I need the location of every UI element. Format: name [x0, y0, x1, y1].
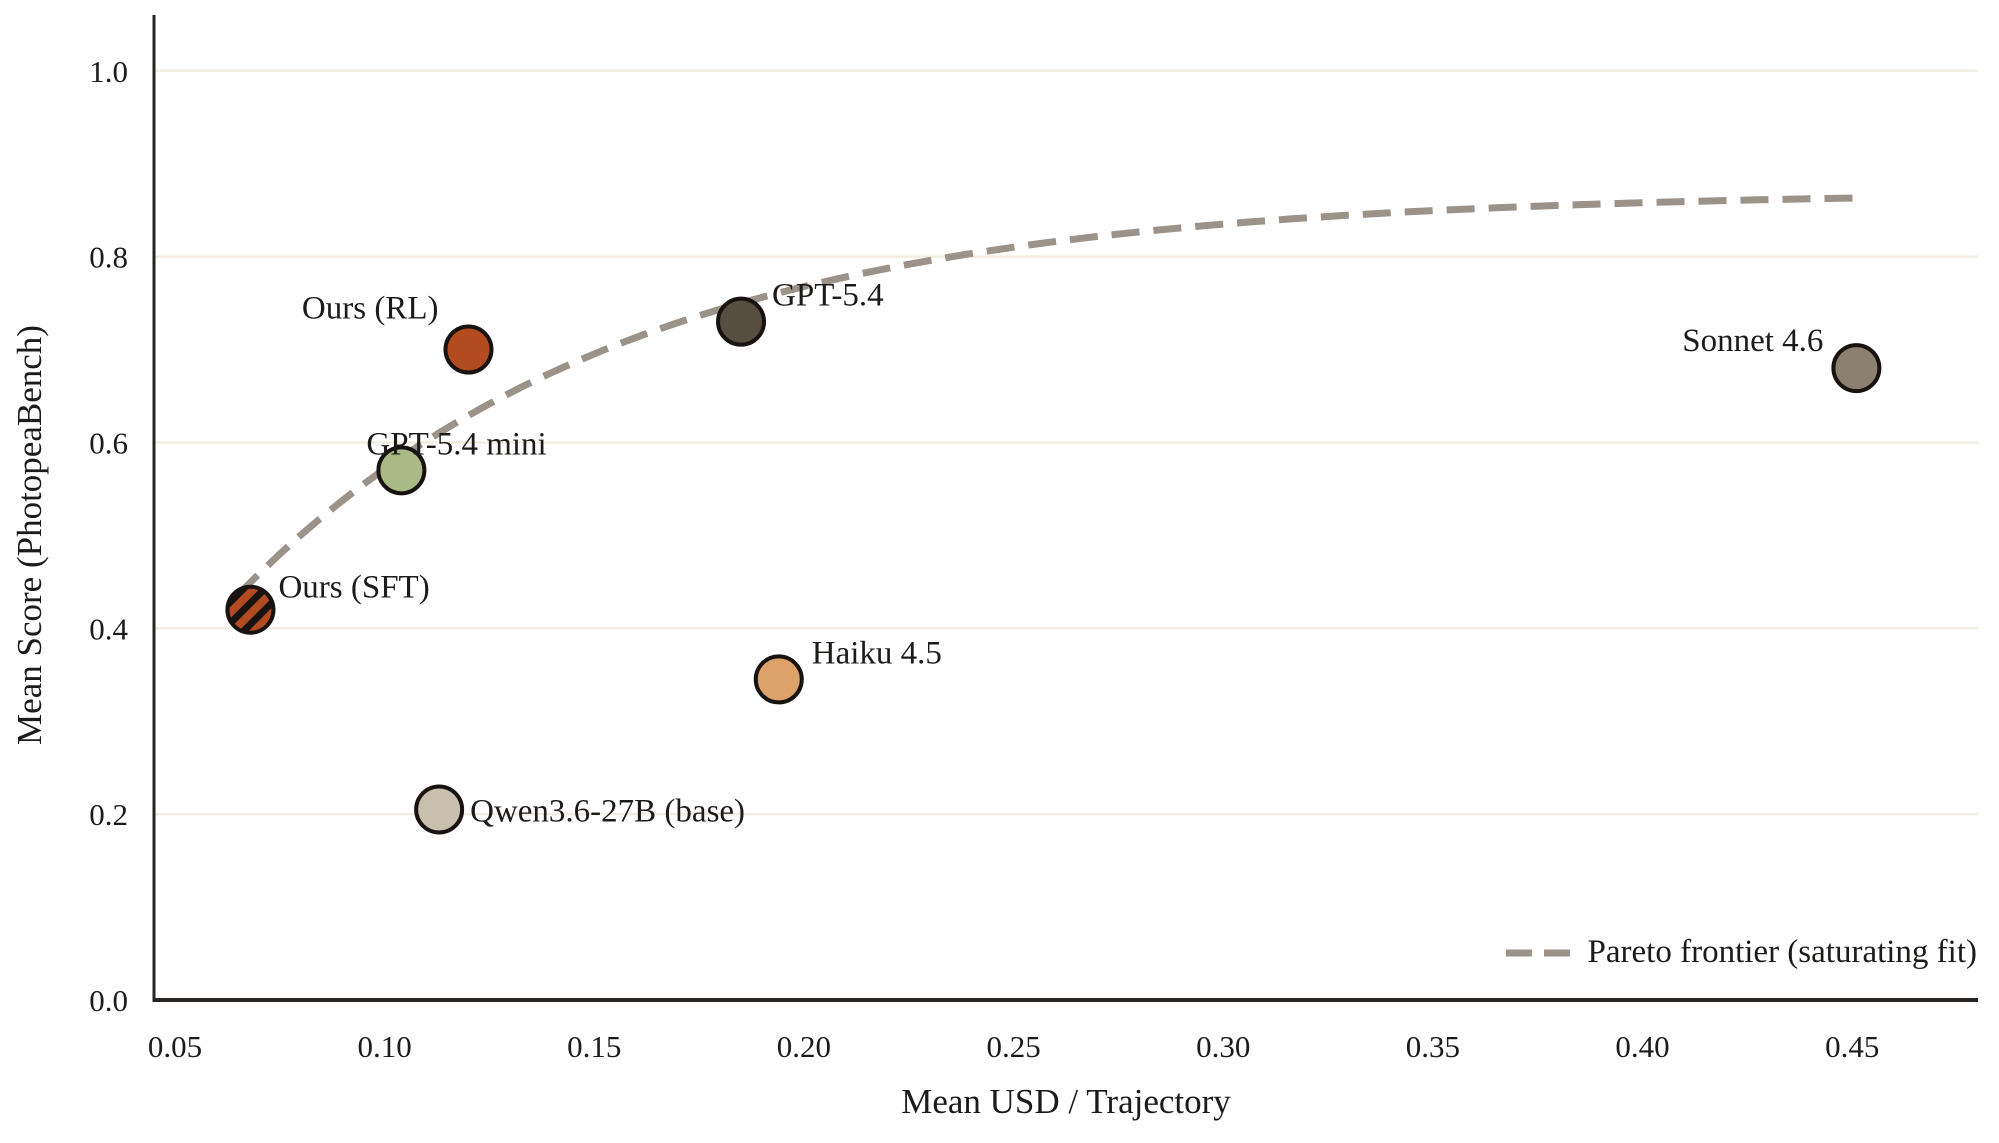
data-point-ours-sft: [225, 584, 276, 635]
y-tick-label-0.4: 0.4: [89, 611, 128, 646]
point-label-sonnet-4.6: Sonnet 4.6: [1682, 323, 1823, 359]
data-point-gpt-5.4: [716, 296, 767, 347]
legend-label: Pareto frontier (saturating fit): [1587, 934, 1977, 970]
x-axis-label: Mean USD / Trajectory: [901, 1082, 1231, 1121]
x-tick-label-0.35: 0.35: [1406, 1029, 1460, 1064]
point-label-haiku-4.5: Haiku 4.5: [812, 635, 942, 671]
data-point-sonnet-4.6: [1831, 343, 1882, 394]
x-tick-label-0.45: 0.45: [1825, 1029, 1879, 1064]
legend: Pareto frontier (saturating fit): [1505, 934, 1977, 971]
point-label-ours-rl: Ours (RL): [302, 291, 439, 327]
y-axis-label: Mean Score (PhotopeaBench): [10, 325, 49, 745]
y-tick-label-0.0: 0.0: [89, 983, 128, 1018]
data-point-ours-rl: [443, 324, 494, 375]
data-point-gpt-5.4-mini: [376, 445, 427, 496]
data-point-qwen3.6-27b-base: [414, 784, 465, 835]
legend-dash-sample: [1505, 949, 1570, 956]
point-label-gpt-5.4-mini: GPT-5.4 mini: [366, 426, 546, 462]
data-point-haiku-4.5: [753, 654, 804, 705]
x-tick-label-0.30: 0.30: [1196, 1029, 1250, 1064]
point-label-ours-sft: Ours (SFT): [278, 570, 429, 606]
x-tick-label-0.25: 0.25: [986, 1029, 1040, 1064]
pareto-frontier-curve: [235, 194, 1861, 598]
x-tick-label-0.05: 0.05: [148, 1029, 202, 1064]
x-tick-label-0.40: 0.40: [1615, 1029, 1669, 1064]
x-tick-label-0.10: 0.10: [357, 1029, 411, 1064]
y-tick-label-1.0: 1.0: [89, 54, 128, 89]
point-label-gpt-5.4: GPT-5.4: [772, 278, 884, 314]
x-tick-label-0.20: 0.20: [777, 1029, 831, 1064]
x-tick-label-0.15: 0.15: [567, 1029, 621, 1064]
y-tick-label-0.2: 0.2: [89, 797, 128, 832]
point-label-qwen3.6-27b-base: Qwen3.6-27B (base): [470, 794, 745, 830]
y-tick-label-0.6: 0.6: [89, 425, 128, 460]
y-tick-label-0.8: 0.8: [89, 240, 128, 275]
